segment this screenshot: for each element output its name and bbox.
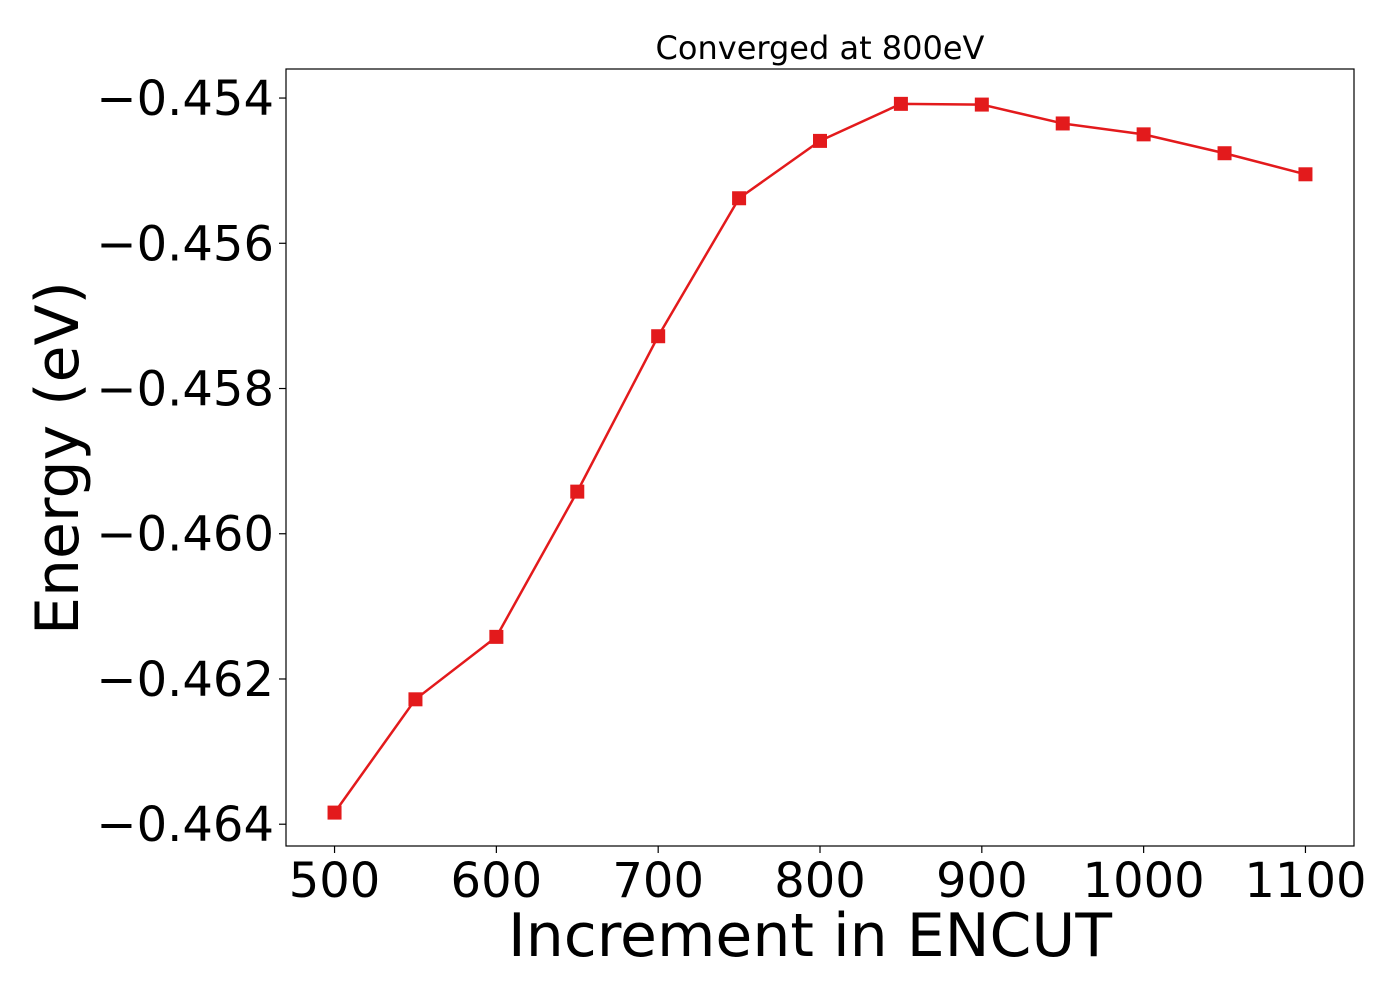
data-point-marker: [570, 484, 585, 499]
data-point-marker: [893, 96, 908, 111]
data-point-marker: [974, 97, 989, 112]
x-tick-label: 800: [774, 853, 866, 909]
data-point-marker: [1136, 127, 1151, 142]
x-tick-label: 500: [289, 853, 381, 909]
y-tick-label: −0.454: [96, 71, 274, 127]
y-tick-label: −0.460: [96, 507, 274, 563]
y-tick-label: −0.456: [96, 216, 274, 272]
data-point-marker: [1055, 116, 1070, 131]
data-point-marker: [651, 329, 666, 344]
data-point-marker: [813, 133, 827, 148]
data-point-marker: [327, 805, 342, 820]
x-tick-label: 900: [936, 853, 1028, 909]
y-axis-label: Energy (eV): [23, 281, 93, 635]
x-tick-label: 600: [451, 853, 543, 909]
data-point-marker: [1217, 146, 1232, 161]
data-point-marker: [489, 629, 504, 644]
y-tick-label: −0.458: [96, 362, 274, 418]
data-point-marker: [732, 191, 747, 206]
series-layer: [327, 96, 1313, 820]
x-tick-label: 1100: [1244, 853, 1366, 909]
series-line: [333, 102, 1306, 814]
x-tick-label: 700: [612, 853, 704, 909]
y-axis: −0.454 −0.456 −0.458 −0.460 −0.462 −0.464: [96, 71, 286, 853]
y-tick-label: −0.464: [96, 797, 274, 853]
data-point-marker: [408, 692, 423, 707]
x-axis: 500 600 700 800 900 1000 1100: [289, 846, 1367, 909]
plot-frame: [285, 68, 1355, 847]
x-tick-label: 1000: [1083, 853, 1205, 909]
x-axis-label: Increment in ENCUT: [508, 901, 1112, 971]
y-tick-label: −0.462: [96, 652, 274, 708]
data-point-marker: [1298, 167, 1313, 182]
chart-title: Converged at 800eV: [656, 29, 985, 67]
